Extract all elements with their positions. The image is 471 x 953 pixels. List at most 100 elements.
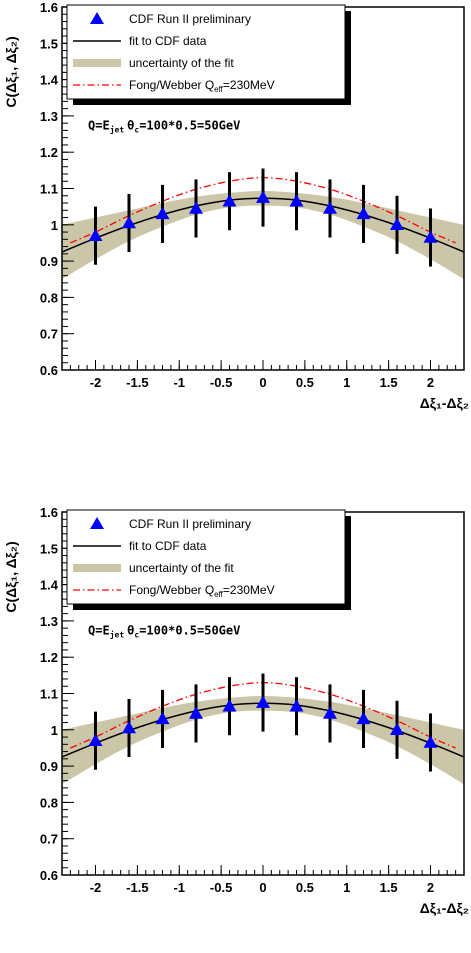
y-tick-label: 1.2 (40, 650, 58, 665)
annotation-sub-jet: jet (110, 630, 125, 640)
legend-box (66, 4, 346, 100)
legend-label-fit: fit to CDF data (129, 539, 207, 553)
x-tick-label: 1.5 (380, 375, 398, 390)
x-tick-label: 0.5 (296, 375, 314, 390)
x-tick-label: -1.5 (126, 880, 148, 895)
data-point (155, 206, 170, 220)
y-tick-label: 1.1 (40, 687, 58, 702)
y-tick-label: 1.4 (40, 73, 59, 88)
annotation-post: =100*0.5=50GeV (139, 624, 240, 638)
legend-fw-pre: Fong/Webber Q (129, 78, 214, 92)
y-tick-label: 1.5 (40, 541, 58, 556)
data-point (256, 695, 270, 708)
data-point (189, 706, 203, 719)
legend-symbols (73, 12, 121, 86)
data-point (256, 190, 270, 203)
y-tick-label: 1.6 (40, 0, 58, 15)
legend-label-fong-webber: Fong/Webber Qeff=230MeV (129, 583, 275, 599)
x-axis-label: Δξ₁-Δξ₂ (420, 395, 469, 411)
data-point (189, 201, 203, 214)
data-point (323, 201, 337, 214)
annotation-pre: Q=E (88, 119, 110, 133)
data-point (356, 711, 371, 725)
legend-label-uncertainty: uncertainty of the fit (129, 561, 234, 575)
annotation-theta: θ (127, 119, 134, 133)
x-axis-label: Δξ₁-Δξ₂ (420, 900, 469, 916)
x-tick-label: -1 (173, 880, 185, 895)
legend-fw-pre: Fong/Webber Q (129, 583, 214, 597)
y-tick-label: 1 (51, 218, 58, 233)
x-tick-label: -1 (173, 375, 185, 390)
annotation-sub-c: c (134, 631, 139, 640)
legend-label-cdf: CDF Run II preliminary (129, 12, 251, 26)
data-point (289, 699, 304, 712)
y-axis-label: C(Δξ₁, Δξ₂) (3, 36, 19, 107)
legend-symbols (73, 517, 121, 591)
legend-fw-post: =230MeV (223, 78, 275, 92)
legend-marker-icon (90, 517, 104, 529)
y-tick-label: 1.5 (40, 36, 58, 51)
annotation-text: Q=Ejet θc=100*0.5=50GeV (88, 119, 240, 135)
legend-fw-sub: eff (214, 85, 224, 94)
legend-band-icon (73, 564, 121, 572)
data-point (122, 215, 136, 229)
minor-ticks (61, 6, 465, 371)
data-point (88, 733, 103, 746)
y-tick-label: 0.8 (40, 795, 58, 810)
y-tick-label: 1.1 (40, 182, 58, 197)
y-tick-label: 1.4 (40, 578, 59, 593)
annotation-post: =100*0.5=50GeV (139, 119, 240, 133)
x-tick-label: -1.5 (126, 375, 148, 390)
x-tick-label: 0 (259, 880, 266, 895)
data-point (356, 206, 371, 220)
x-tick-label: 1.5 (380, 880, 398, 895)
chart-top: -2 -1.5 -1 -0.5 0 0.5 1 1.5 2 0.6 0.7 0.8 0.9 1 1.1 1.… (3, 0, 469, 411)
data-point (88, 228, 103, 241)
x-tick-label: 2 (427, 375, 434, 390)
y-tick-label: 0.7 (40, 327, 58, 342)
legend-fw-post: =230MeV (223, 583, 275, 597)
y-tick-label: 0.7 (40, 832, 58, 847)
x-tick-label: 1 (343, 880, 350, 895)
x-tick-label: 1 (343, 375, 350, 390)
data-point (390, 722, 404, 736)
x-tick-label: -2 (90, 880, 102, 895)
annotation-sub-c: c (134, 126, 139, 135)
legend-marker-icon (90, 12, 104, 24)
data-points-layer (88, 168, 438, 267)
y-tick-label: 0.9 (40, 254, 58, 269)
data-point (390, 217, 404, 231)
y-tick-label: 0.6 (40, 363, 58, 378)
x-tick-label: 0 (259, 375, 266, 390)
y-ticks: 0.6 0.7 0.8 0.9 1 1.1 1.2 1.3 1.4 1.5 1.6 (40, 0, 74, 378)
legend: CDF Run II preliminary fit to CDF data u… (66, 509, 351, 610)
legend-fw-sub: eff (214, 590, 224, 599)
y-tick-label: 1.3 (40, 109, 58, 124)
data-point (323, 706, 337, 719)
data-point (222, 194, 237, 207)
y-tick-label: 0.9 (40, 759, 58, 774)
y-tick-label: 1.6 (40, 505, 58, 520)
y-tick-label: 1.2 (40, 145, 58, 160)
legend-label-fong-webber: Fong/Webber Qeff=230MeV (129, 78, 275, 94)
legend-band-icon (73, 59, 121, 67)
data-point (423, 230, 438, 243)
data-points-layer (88, 673, 438, 772)
x-ticks: -2 -1.5 -1 -0.5 0 0.5 1 1.5 2 (90, 360, 434, 390)
annotation-pre: Q=E (88, 624, 110, 638)
chart-bottom: -2 -1.5 -1 -0.5 0 0.5 1 1.5 2 0.6 0.7 0.8 0.9 1 1.1 1.… (3, 505, 469, 916)
y-tick-label: 1 (51, 723, 58, 738)
annotation-text: Q=Ejet θc=100*0.5=50GeV (88, 624, 240, 640)
data-point (423, 735, 438, 748)
x-tick-label: 0.5 (296, 880, 314, 895)
y-tick-label: 1.3 (40, 614, 58, 629)
y-tick-label: 0.8 (40, 290, 58, 305)
x-tick-label: -2 (90, 375, 102, 390)
x-tick-label: -0.5 (210, 375, 232, 390)
data-point (222, 699, 237, 712)
legend: CDF Run II preliminary fit to CDF data u… (66, 4, 351, 105)
data-point (122, 720, 136, 734)
minor-ticks (61, 511, 465, 876)
